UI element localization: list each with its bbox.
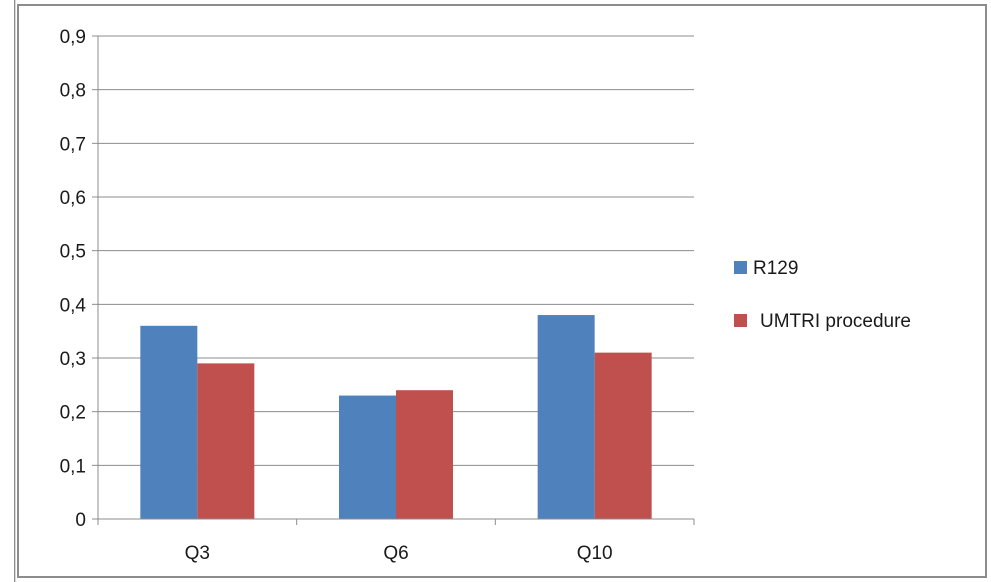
y-tick-label: 0,4	[60, 295, 87, 316]
y-tick-label: 0,1	[60, 456, 86, 477]
bar-umtri-procedure-q6	[396, 390, 453, 519]
legend: R129 UMTRI procedure	[734, 258, 911, 332]
bar-chart: 0 0,1 0,2 0,3 0,4 0,5 0,6 0,7 0,8 0,9 Q3 Q6 Q10 R129…	[60, 27, 911, 564]
bar-r129-q6	[339, 395, 396, 519]
y-tick-label: 0	[75, 510, 86, 531]
x-tick-label: Q10	[577, 543, 613, 564]
y-tick-label: 0,2	[60, 403, 86, 424]
chart-container: 0 0,1 0,2 0,3 0,4 0,5 0,6 0,7 0,8 0,9 Q3 Q6 Q10 R129…	[17, 4, 987, 578]
bar-umtri-procedure-q3	[197, 363, 255, 519]
legend-swatch	[734, 261, 747, 274]
x-tick-label: Q6	[383, 543, 408, 564]
x-tick-label: Q3	[185, 543, 210, 564]
axes: 0 0,1 0,2 0,3 0,4 0,5 0,6 0,7 0,8 0,9 Q3 Q6 Q10	[60, 27, 695, 564]
y-tick-label: 0,7	[60, 134, 86, 155]
y-tick-label: 0,8	[60, 81, 86, 102]
legend-label: UMTRI procedure	[760, 311, 911, 332]
y-tick-label: 0,9	[60, 27, 86, 48]
legend-label: R129	[753, 258, 798, 279]
left-panel-edge	[0, 0, 15, 582]
y-tick-label: 0,5	[60, 242, 86, 263]
bar-r129-q3	[140, 325, 198, 519]
bar-r129-q10	[537, 315, 595, 519]
bars	[140, 315, 652, 519]
y-tick-label: 0,6	[60, 188, 86, 209]
y-tick-label: 0,3	[60, 349, 86, 370]
bar-umtri-procedure-q10	[594, 352, 652, 519]
legend-swatch	[734, 314, 747, 327]
